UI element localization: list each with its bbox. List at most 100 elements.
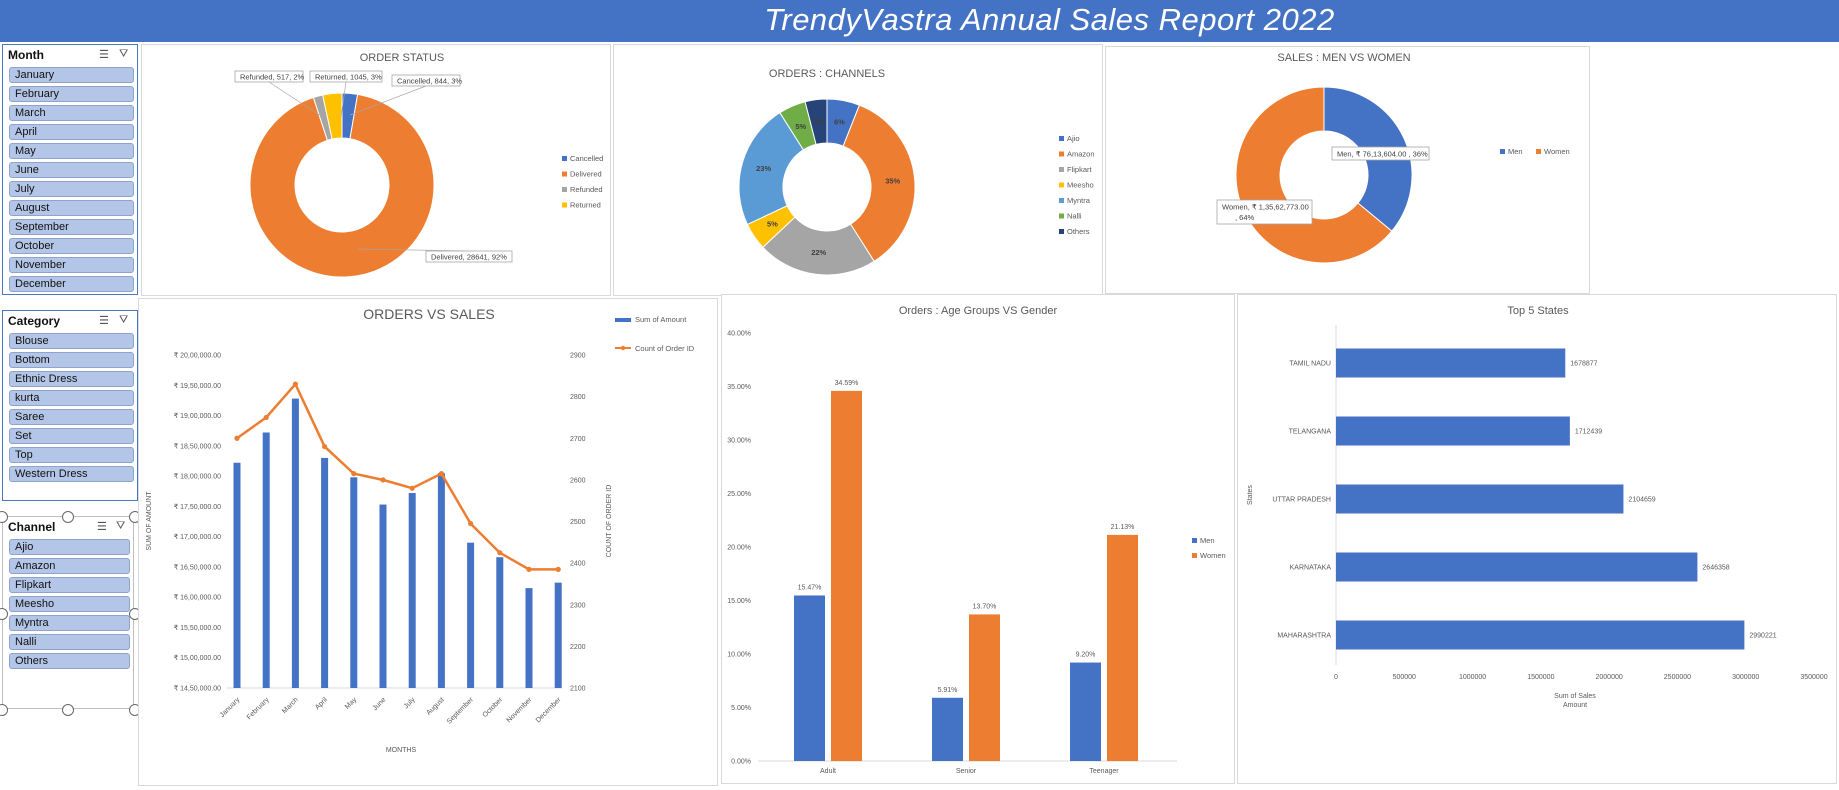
x-axis-title: MONTHS xyxy=(386,747,417,754)
slicer-item-august[interactable]: August xyxy=(9,200,134,216)
y-tick-label: 10.00% xyxy=(727,652,751,659)
slicer-item-april[interactable]: April xyxy=(9,124,134,140)
legend-label: Men xyxy=(1200,536,1215,545)
slicer-item-ajio[interactable]: Ajio xyxy=(9,539,130,555)
slicer-item-top[interactable]: Top xyxy=(9,447,134,463)
chart-orders-vs-sales[interactable]: ORDERS VS SALES Sum of Amount Count of Ord… xyxy=(138,298,718,786)
slicer-item-february[interactable]: February xyxy=(9,86,134,102)
slicer-item-kurta[interactable]: kurta xyxy=(9,390,134,406)
data-label: Women, ₹ 1,35,62,773.00 xyxy=(1222,203,1309,212)
slicer-item-saree[interactable]: Saree xyxy=(9,409,134,425)
y-axis-title: SUM OF AMOUNT xyxy=(146,491,153,551)
legend-swatch xyxy=(1500,149,1505,154)
chart-age-gender[interactable]: Orders : Age Groups VS Gender 0.00% 5.00% 1… xyxy=(721,294,1235,784)
y2-tick-label: 2400 xyxy=(570,561,586,568)
slicer-item-set[interactable]: Set xyxy=(9,428,134,444)
bar-state xyxy=(1336,620,1745,650)
x-tick-label: December xyxy=(535,696,563,724)
report-banner: TrendyVastra Annual Sales Report 2022 xyxy=(0,0,1839,42)
data-label: 2104659 xyxy=(1628,497,1655,504)
legend-label: Cancelled xyxy=(570,154,603,163)
slicer-item-july[interactable]: July xyxy=(9,181,134,197)
bar-sum-of-amount xyxy=(262,432,270,688)
slicer-item-blouse[interactable]: Blouse xyxy=(9,333,134,349)
multi-select-icon[interactable]: ☰ xyxy=(97,521,107,533)
multi-select-icon[interactable]: ☰ xyxy=(99,49,109,61)
legend-label: Sum of Amount xyxy=(635,315,687,324)
x-tick-label: 3500000 xyxy=(1800,674,1827,681)
bar-women xyxy=(831,390,862,761)
x-tick-label: 0 xyxy=(1334,674,1338,681)
slicer-item-october[interactable]: October xyxy=(9,238,134,254)
data-label: 9.20% xyxy=(1076,652,1096,659)
bar-sum-of-amount xyxy=(350,477,358,688)
y-tick-label: ₹ 16,00,000.00 xyxy=(174,594,221,602)
multi-select-icon[interactable]: ☰ xyxy=(99,315,109,327)
slicer-item-myntra[interactable]: Myntra xyxy=(9,615,130,631)
slicer-item-january[interactable]: January xyxy=(9,67,134,83)
slicer-item-may[interactable]: May xyxy=(9,143,134,159)
resize-handle[interactable] xyxy=(0,511,8,523)
legend-swatch xyxy=(1059,182,1064,188)
bar-sum-of-amount xyxy=(408,493,416,688)
legend-label: Myntra xyxy=(1067,196,1091,205)
x-axis-title: Amount xyxy=(1563,702,1587,709)
line-marker xyxy=(468,520,474,527)
slicer-item-bottom[interactable]: Bottom xyxy=(9,352,134,368)
line-marker xyxy=(438,471,444,477)
resize-handle[interactable] xyxy=(0,704,8,716)
y-tick-label: TELANGANA xyxy=(1289,429,1332,436)
y-tick-label: ₹ 17,50,000.00 xyxy=(174,503,221,511)
slicer-channel[interactable]: Channel ☰ ⛛ Ajio Amazon Flipkart Meesho Mynt… xyxy=(2,516,134,709)
bar-sum-of-amount xyxy=(437,473,445,688)
slicer-item-september[interactable]: September xyxy=(9,219,134,235)
clear-filter-icon[interactable]: ⛛ xyxy=(116,520,126,532)
y2-tick-label: 2500 xyxy=(570,519,586,526)
x-tick-label: February xyxy=(246,696,271,721)
chart-title: Top 5 States xyxy=(1507,305,1569,317)
bar-sum-of-amount xyxy=(525,588,533,688)
slicer-item-amazon[interactable]: Amazon xyxy=(9,558,130,574)
slicer-item-flipkart[interactable]: Flipkart xyxy=(9,577,130,593)
chart-men-women[interactable]: SALES : MEN VS WOMEN Men Women Men, ₹ 76,13… xyxy=(1105,46,1590,294)
slicer-item-june[interactable]: June xyxy=(9,162,134,178)
slicer-item-western-dress[interactable]: Western Dress xyxy=(9,466,134,482)
data-label: 1678877 xyxy=(1570,361,1597,368)
x-tick-label: May xyxy=(344,696,359,711)
bar-sum-of-amount xyxy=(321,457,329,688)
x-tick-label: 500000 xyxy=(1393,674,1416,681)
data-label-box xyxy=(1331,146,1430,161)
data-label-box xyxy=(309,70,383,83)
slicer-item-december[interactable]: December xyxy=(9,276,134,292)
bar-sum-of-amount xyxy=(467,542,475,688)
y2-tick-label: 2200 xyxy=(570,644,586,651)
slicer-category[interactable]: Category ☰ ⛛ Blouse Bottom Ethnic Dress kur… xyxy=(2,310,138,501)
slicer-item-ethnic-dress[interactable]: Ethnic Dress xyxy=(9,371,134,387)
y-tick-label: 40.00% xyxy=(727,331,751,338)
slicer-item-nalli[interactable]: Nalli xyxy=(9,634,130,650)
resize-handle[interactable] xyxy=(62,511,74,523)
resize-handle[interactable] xyxy=(62,704,74,716)
data-label: 22% xyxy=(811,248,826,257)
x-tick-label: April xyxy=(314,696,329,711)
slicer-item-march[interactable]: March xyxy=(9,105,134,121)
chart-channels[interactable]: ORDERS : CHANNELS Ajio Amazon Flipkart Meesh… xyxy=(613,44,1103,296)
slicer-item-november[interactable]: November xyxy=(9,257,134,273)
clear-filter-icon[interactable]: ⛛ xyxy=(119,314,129,326)
clear-filter-icon[interactable]: ⛛ xyxy=(119,48,129,60)
bar-sum-of-amount xyxy=(554,582,562,688)
legend-swatch xyxy=(1059,136,1064,141)
x-tick-label: Teenager xyxy=(1089,768,1119,775)
line-marker xyxy=(497,550,503,556)
slicer-category-header: Category ☰ ⛛ xyxy=(3,311,137,333)
slice-delivered xyxy=(249,93,435,278)
men-women-chart: SALES : MEN VS WOMEN Men Women Men, ₹ 76,13… xyxy=(1216,52,1570,264)
resize-handle[interactable] xyxy=(0,608,8,620)
chart-top-states[interactable]: Top 5 States 0 500000 1000000 1500000 2000000… xyxy=(1237,294,1837,784)
slicer-item-meesho[interactable]: Meesho xyxy=(9,596,130,612)
slicer-category-items: Blouse Bottom Ethnic Dress kurta Saree Set Top… xyxy=(3,333,137,482)
slicer-month[interactable]: Month ☰ ⛛ January February March April May Ju… xyxy=(2,44,138,295)
chart-order-status[interactable]: ORDER STATUS Cancelled Delivered Refunded Re… xyxy=(141,44,611,296)
slicer-item-others[interactable]: Others xyxy=(9,653,130,669)
bar-sum-of-amount xyxy=(379,504,387,688)
